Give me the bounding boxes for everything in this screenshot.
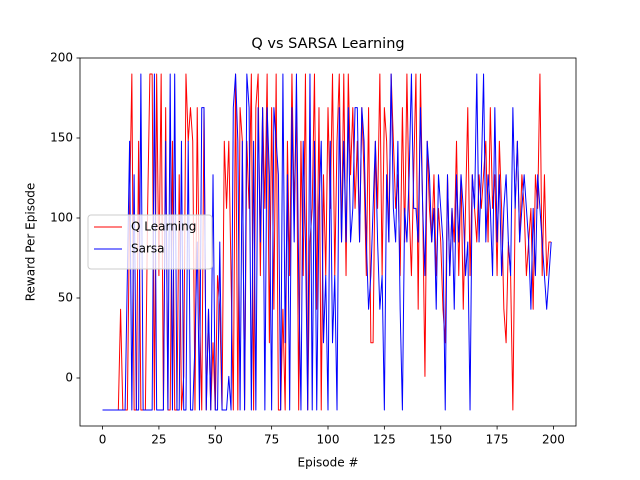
y-tick-label: 150 xyxy=(50,131,73,145)
y-axis-label: Reward Per Episode xyxy=(24,183,38,302)
legend-box xyxy=(87,214,213,270)
x-tick-label: 0 xyxy=(99,433,107,447)
legend-label: Sarsa xyxy=(131,242,165,256)
x-tick-label: 175 xyxy=(486,433,509,447)
x-tick-label: 150 xyxy=(429,433,452,447)
legend-label: Q Learning xyxy=(131,220,196,234)
y-tick-label: 50 xyxy=(58,291,73,305)
y-tick-label: 100 xyxy=(50,211,73,225)
series-line xyxy=(102,73,552,411)
x-tick-label: 125 xyxy=(373,433,396,447)
x-tick-label: 50 xyxy=(208,433,223,447)
chart-title: Q vs SARSA Learning xyxy=(251,36,404,52)
series-line xyxy=(102,73,552,411)
x-tick-label: 100 xyxy=(317,433,340,447)
x-tick-label: 25 xyxy=(151,433,166,447)
y-tick-label: 200 xyxy=(50,51,73,65)
legend: Q Learning Sarsa xyxy=(87,214,213,270)
x-tick-label: 200 xyxy=(542,433,565,447)
x-axis-label: Episode # xyxy=(298,456,359,470)
x-tick-label: 75 xyxy=(264,433,279,447)
y-tick-label: 0 xyxy=(65,371,73,385)
